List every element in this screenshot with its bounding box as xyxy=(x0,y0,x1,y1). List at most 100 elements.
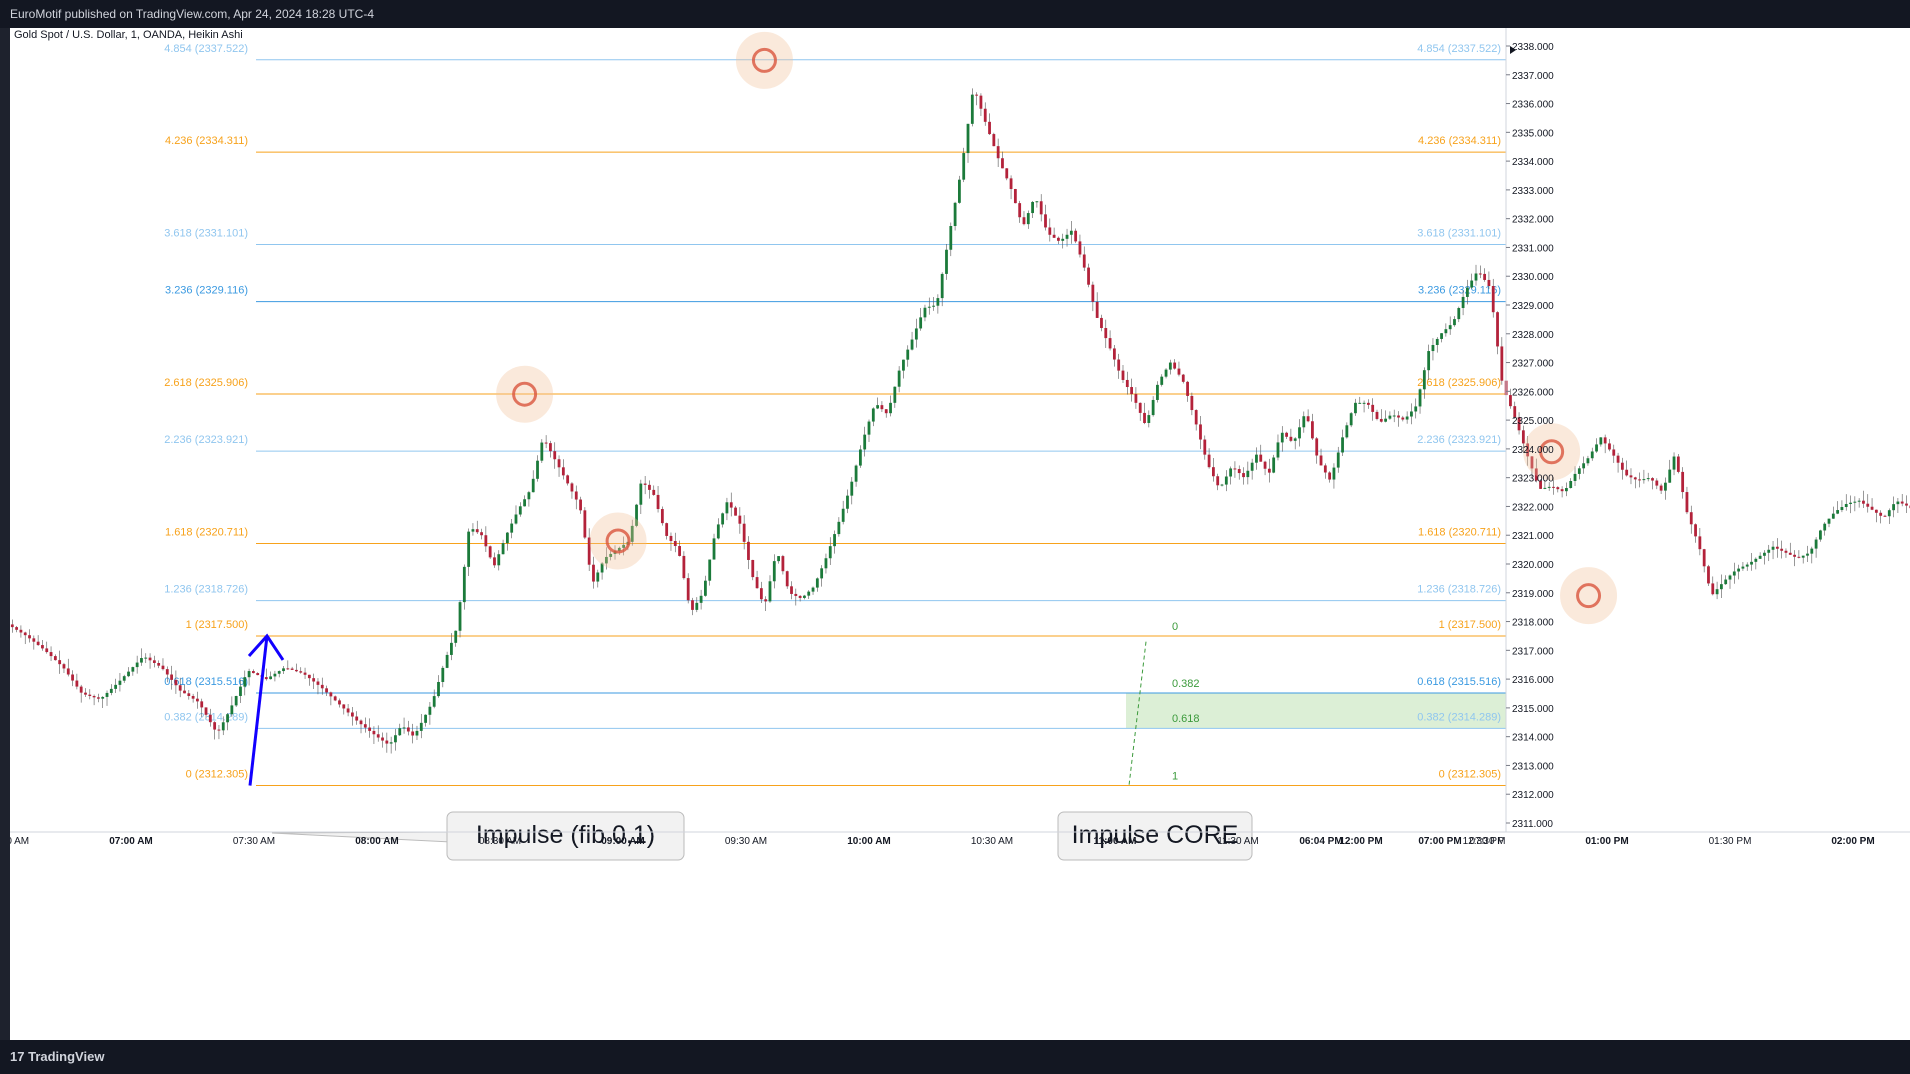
candle-body xyxy=(256,673,260,676)
candle-body xyxy=(157,662,161,666)
candle-body xyxy=(970,94,974,124)
candle-body xyxy=(587,537,591,565)
candle-body xyxy=(411,731,415,736)
candle-body xyxy=(833,534,836,547)
candle-body xyxy=(1707,566,1710,584)
time-tick-label: 01:00 PM xyxy=(1585,836,1628,847)
candle-body xyxy=(1788,552,1792,555)
candle-body xyxy=(1048,227,1052,235)
candle-body xyxy=(768,581,772,602)
candle-body xyxy=(1702,549,1706,567)
candle-body xyxy=(1349,413,1353,426)
candle-body xyxy=(932,305,935,307)
candle-body xyxy=(1793,554,1796,557)
chart-area[interactable]: 4.854 (2337.522) 4.854 (2337.522) 4.236 (2… xyxy=(0,28,1910,1040)
candle-body xyxy=(445,654,449,668)
candle-body xyxy=(983,108,987,122)
candle-body xyxy=(600,563,604,573)
candle-body xyxy=(1831,513,1835,519)
candle-body xyxy=(1681,471,1685,493)
candle-body xyxy=(622,544,626,548)
candle-body xyxy=(320,684,324,689)
candle-body xyxy=(953,202,957,227)
candle-body xyxy=(450,642,453,655)
candle-body xyxy=(1186,381,1189,396)
candle-body xyxy=(617,547,621,551)
candle-body xyxy=(36,641,40,646)
candle-body xyxy=(501,543,505,555)
candle-body xyxy=(1009,178,1013,190)
candle-body xyxy=(1354,402,1357,414)
candle-body xyxy=(777,556,780,562)
candle-body xyxy=(1203,439,1207,455)
candle-body xyxy=(1276,442,1280,458)
candle-body xyxy=(359,720,363,725)
candle-body xyxy=(75,680,79,687)
candle-body xyxy=(884,409,888,414)
candle-body xyxy=(876,405,880,409)
candle-body xyxy=(1263,461,1267,469)
candle-body xyxy=(1422,370,1426,390)
candle-body xyxy=(170,674,173,680)
candle-body xyxy=(1892,504,1895,511)
impulse-core-zone xyxy=(1126,692,1506,729)
fib-label-right: 1 (2317.500) xyxy=(1439,619,1501,631)
candle-body xyxy=(1194,410,1198,425)
candle-body xyxy=(1775,546,1779,549)
candle-body xyxy=(402,727,406,729)
candle-body xyxy=(893,386,897,403)
candle-body xyxy=(1371,404,1375,412)
fib-label-left: 2.618 (2325.906) xyxy=(164,377,248,389)
candle-body xyxy=(1711,583,1715,595)
candle-body xyxy=(1745,564,1749,567)
candle-body xyxy=(1754,558,1758,562)
price-axis[interactable]: 2338.000 2337.000 2336.000 2335.000 2334.000… xyxy=(1506,42,1554,830)
candle-body xyxy=(1130,387,1134,395)
candle-body xyxy=(1715,589,1719,595)
tradingview-logo[interactable]: 17 TradingView xyxy=(0,1049,104,1064)
candle-body xyxy=(566,475,570,484)
candle-body xyxy=(122,676,126,681)
candle-body xyxy=(28,635,31,639)
price-tick-label: 2330.000 xyxy=(1512,272,1554,283)
candle-body xyxy=(1255,454,1258,463)
candle-body xyxy=(902,359,905,371)
candle-body xyxy=(213,722,217,730)
candle-body xyxy=(204,707,208,715)
footer-bar: 17 TradingView xyxy=(0,1040,1910,1074)
candle-body xyxy=(811,587,815,592)
time-axis[interactable]: 06:30 AM 07:00 AM 07:30 AM 08:00 AM 08:30 AM… xyxy=(0,836,1910,847)
candle-body xyxy=(1440,333,1443,339)
candle-body xyxy=(307,674,311,679)
candle-body xyxy=(544,442,548,444)
candle-body xyxy=(1806,553,1809,556)
candle-body xyxy=(58,660,62,665)
candle-body xyxy=(234,695,238,706)
candle-body xyxy=(669,535,673,541)
candle-body xyxy=(1586,458,1590,464)
candle-body xyxy=(1302,416,1306,428)
candle-body xyxy=(1491,286,1495,313)
candle-body xyxy=(695,602,699,610)
candle-body xyxy=(1582,463,1586,469)
candle-body xyxy=(441,667,445,682)
candle-body xyxy=(1750,561,1753,565)
candle-body xyxy=(389,742,393,744)
candle-body xyxy=(609,553,613,557)
candle-body xyxy=(329,692,333,697)
candle-body xyxy=(264,677,268,680)
fib-label-right: 1.236 (2318.726) xyxy=(1417,584,1501,596)
candle-body xyxy=(781,556,785,572)
candle-body xyxy=(303,672,307,675)
candle-body xyxy=(510,523,514,533)
candle-body xyxy=(725,502,729,514)
candle-body xyxy=(208,714,212,723)
candle-body xyxy=(480,532,483,536)
candle-body xyxy=(1151,399,1155,416)
candle-body xyxy=(828,546,832,559)
candle-body xyxy=(1521,430,1525,444)
candle-body xyxy=(101,696,105,699)
candle-body xyxy=(295,669,298,672)
price-tick-label: 2333.000 xyxy=(1512,186,1554,197)
chart-svg[interactable]: 4.854 (2337.522) 4.854 (2337.522) 4.236 (2… xyxy=(0,28,1910,1040)
